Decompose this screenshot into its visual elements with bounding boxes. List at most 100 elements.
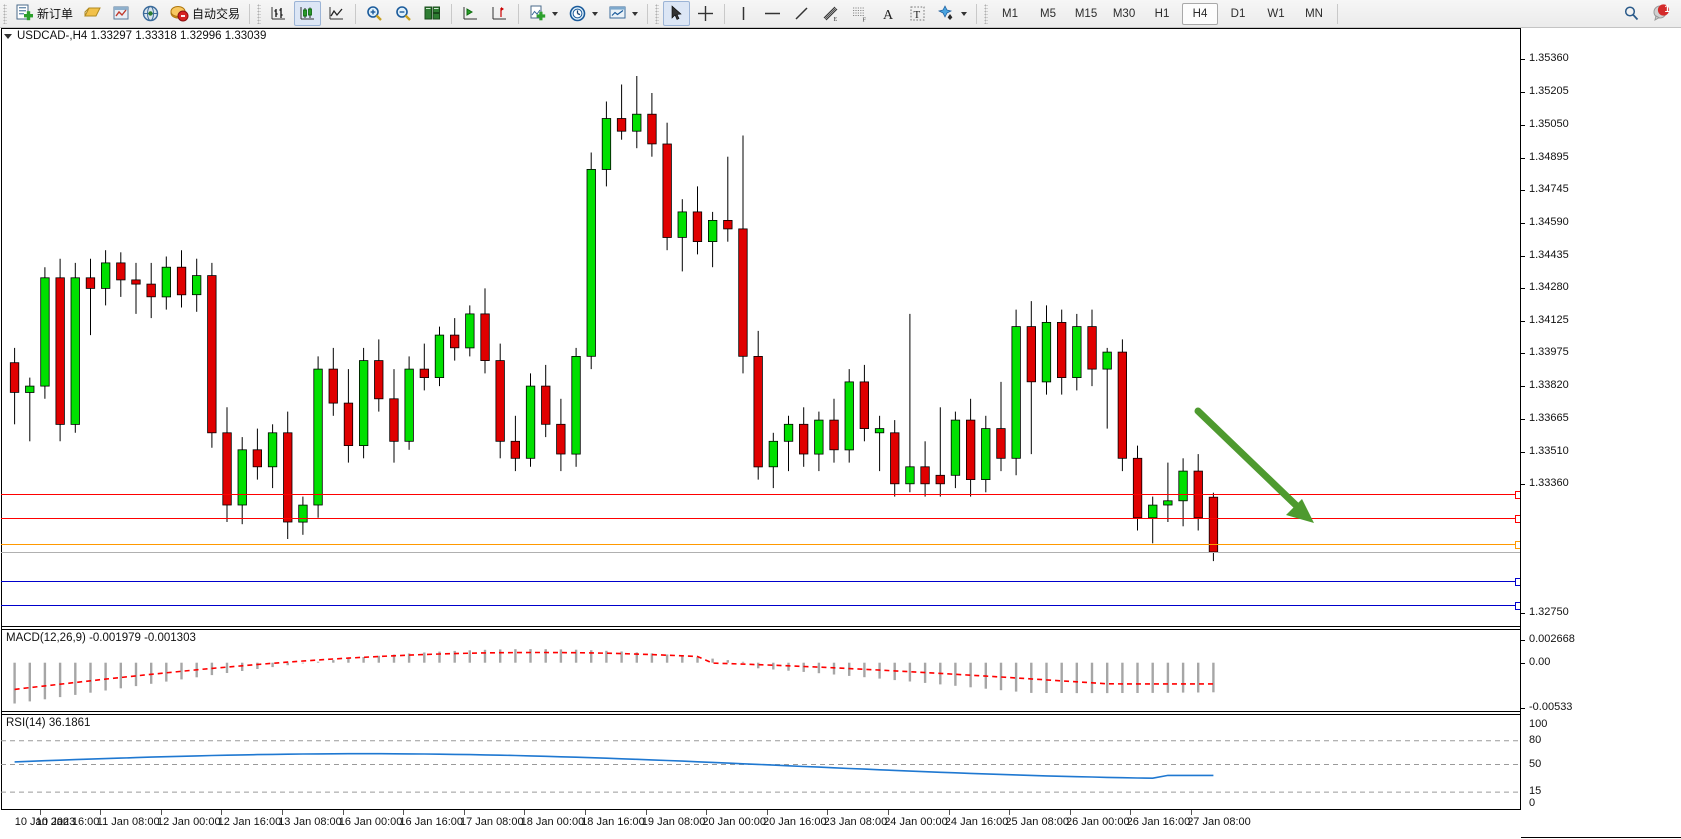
time-axis-label: 23 Jan 08:00 (823, 816, 888, 828)
zoom-in-button[interactable] (361, 1, 388, 26)
expert-advisors-button[interactable] (79, 1, 106, 26)
axis-tickmark (1521, 189, 1525, 191)
axis-tickmark (1521, 353, 1525, 355)
axis-tickmark (1521, 255, 1525, 257)
time-axis-label: 13 Jan 08:00 (278, 816, 342, 828)
search-button[interactable] (1618, 1, 1645, 26)
macd-label: MACD(12,26,9) -0.001979 -0.001303 (6, 632, 196, 644)
timeframe-m30[interactable]: M30 (1112, 7, 1136, 20)
periods-button[interactable] (564, 1, 602, 26)
time-separator (766, 810, 768, 815)
timeframe-m1[interactable]: M1 (1002, 7, 1019, 20)
price-axis[interactable]: 1.35360 1.35205 1.35050 1.34895 1.34745 1.345… (1520, 28, 1681, 810)
svg-text:T: T (914, 9, 921, 21)
axis-tickmark (1521, 59, 1525, 60)
auto-trading-button[interactable]: 自动交易 (166, 1, 244, 26)
macd-tickmark (1521, 640, 1525, 641)
network-button[interactable] (137, 1, 164, 26)
price-tick-label: 1.35360 (1529, 52, 1569, 64)
notifications-button[interactable]: 1 (1647, 1, 1674, 26)
chart-menu-arrow-icon[interactable] (4, 33, 12, 39)
axis-tickmark (1521, 91, 1525, 93)
timeframe-h1[interactable]: H1 (1154, 7, 1170, 20)
resistance-line-2[interactable] (1, 517, 1521, 519)
timeframe-h4[interactable]: H4 (1182, 2, 1219, 25)
text-label-icon: T (910, 6, 925, 21)
time-separator (948, 810, 950, 815)
indicators-button[interactable] (524, 1, 562, 26)
time-separator (1009, 810, 1011, 815)
timeframe-mn[interactable]: MN (1305, 7, 1323, 20)
equidistant-channel-button[interactable]: E (817, 1, 844, 26)
chart-shift-button[interactable] (486, 1, 513, 26)
clock-icon (569, 5, 586, 22)
axis-tickmark (1521, 386, 1525, 388)
new-order-icon (16, 4, 33, 21)
toolbar-grip-3[interactable] (655, 3, 660, 24)
cursor-button[interactable] (663, 1, 691, 26)
line-chart-button[interactable] (323, 1, 350, 26)
new-order-button[interactable]: 新订单 (11, 1, 77, 26)
chevron-down-icon-2[interactable] (592, 11, 599, 16)
horizontal-line-button[interactable] (759, 1, 786, 26)
shapes-button[interactable] (933, 1, 971, 26)
bar-chart-button[interactable] (265, 1, 292, 26)
globe-icon (142, 5, 159, 22)
text-button[interactable]: A (875, 1, 902, 26)
timeframe-d1[interactable]: D1 (1230, 7, 1246, 20)
candlestick-chart-button[interactable] (294, 1, 322, 26)
current-price-line (1, 552, 1521, 553)
toolbar-separator-3 (451, 3, 453, 24)
price-tick-label: 1.34125 (1529, 314, 1569, 327)
time-axis-label: 18 Jan 00:00 (520, 816, 585, 828)
chart-area[interactable]: USDCAD-,H4 1.33297 1.33318 1.32996 1.330… (0, 28, 1681, 839)
tile-windows-button[interactable] (419, 1, 446, 26)
chevron-down-icon[interactable] (552, 11, 559, 16)
time-axis-label: 24 Jan 16:00 (944, 816, 1009, 828)
templates-button[interactable] (604, 1, 642, 26)
down-trend-arrow[interactable] (1190, 403, 1325, 528)
folder-yellow-icon (84, 7, 101, 17)
chart-shift-icon (492, 7, 507, 20)
price-tick-label: 1.32750 (1529, 606, 1569, 619)
support-line-1[interactable] (1, 580, 1521, 582)
zoom-out-button[interactable] (390, 1, 417, 26)
rsi-label: RSI(14) 36.1861 (6, 717, 91, 729)
toolbar-grip[interactable] (3, 3, 7, 24)
fibonacci-button[interactable]: F (846, 1, 873, 26)
time-separator (645, 810, 647, 815)
timeframe-m15[interactable]: M15 (1074, 7, 1098, 20)
bar-chart-icon (271, 7, 286, 20)
notification-icon (1653, 4, 1670, 22)
resistance-line-1[interactable] (1, 493, 1521, 495)
time-axis-label: 26 Jan 16:00 (1126, 816, 1191, 828)
chevron-down-icon-4[interactable] (961, 11, 968, 16)
text-label-button[interactable]: T (904, 1, 931, 26)
time-separator (524, 810, 526, 815)
toolbar-separator (249, 3, 251, 24)
data-window-icon (113, 6, 129, 20)
macd-top-border (1, 629, 1521, 630)
rsi-tick-label: 0 (1529, 797, 1536, 809)
crosshair-icon (698, 6, 714, 21)
price-tick-label: 1.33360 (1529, 476, 1569, 489)
vertical-line-button[interactable] (730, 1, 757, 26)
cursor-arrow-icon (671, 5, 682, 20)
chart-canvas[interactable] (1, 28, 1522, 810)
axis-tickmark (1521, 157, 1525, 159)
axis-tickmark (1521, 613, 1525, 615)
entry-line[interactable] (1, 544, 1521, 546)
toolbar-grip-4[interactable] (984, 3, 989, 24)
axis-tickmark (1521, 222, 1525, 224)
timeframe-m5[interactable]: M5 (1040, 7, 1057, 20)
auto-scroll-button[interactable] (457, 1, 484, 26)
support-line-2[interactable] (1, 604, 1521, 606)
toolbar-grip-2[interactable] (257, 3, 262, 24)
timeframe-w1[interactable]: W1 (1267, 7, 1285, 20)
chevron-down-icon-3[interactable] (632, 11, 639, 16)
trendline-button[interactable] (788, 1, 815, 26)
time-axis-label: 27 Jan 08:00 (1187, 816, 1251, 828)
time-separator (282, 810, 283, 815)
data-window-button[interactable] (108, 1, 135, 26)
crosshair-button[interactable] (692, 1, 719, 26)
